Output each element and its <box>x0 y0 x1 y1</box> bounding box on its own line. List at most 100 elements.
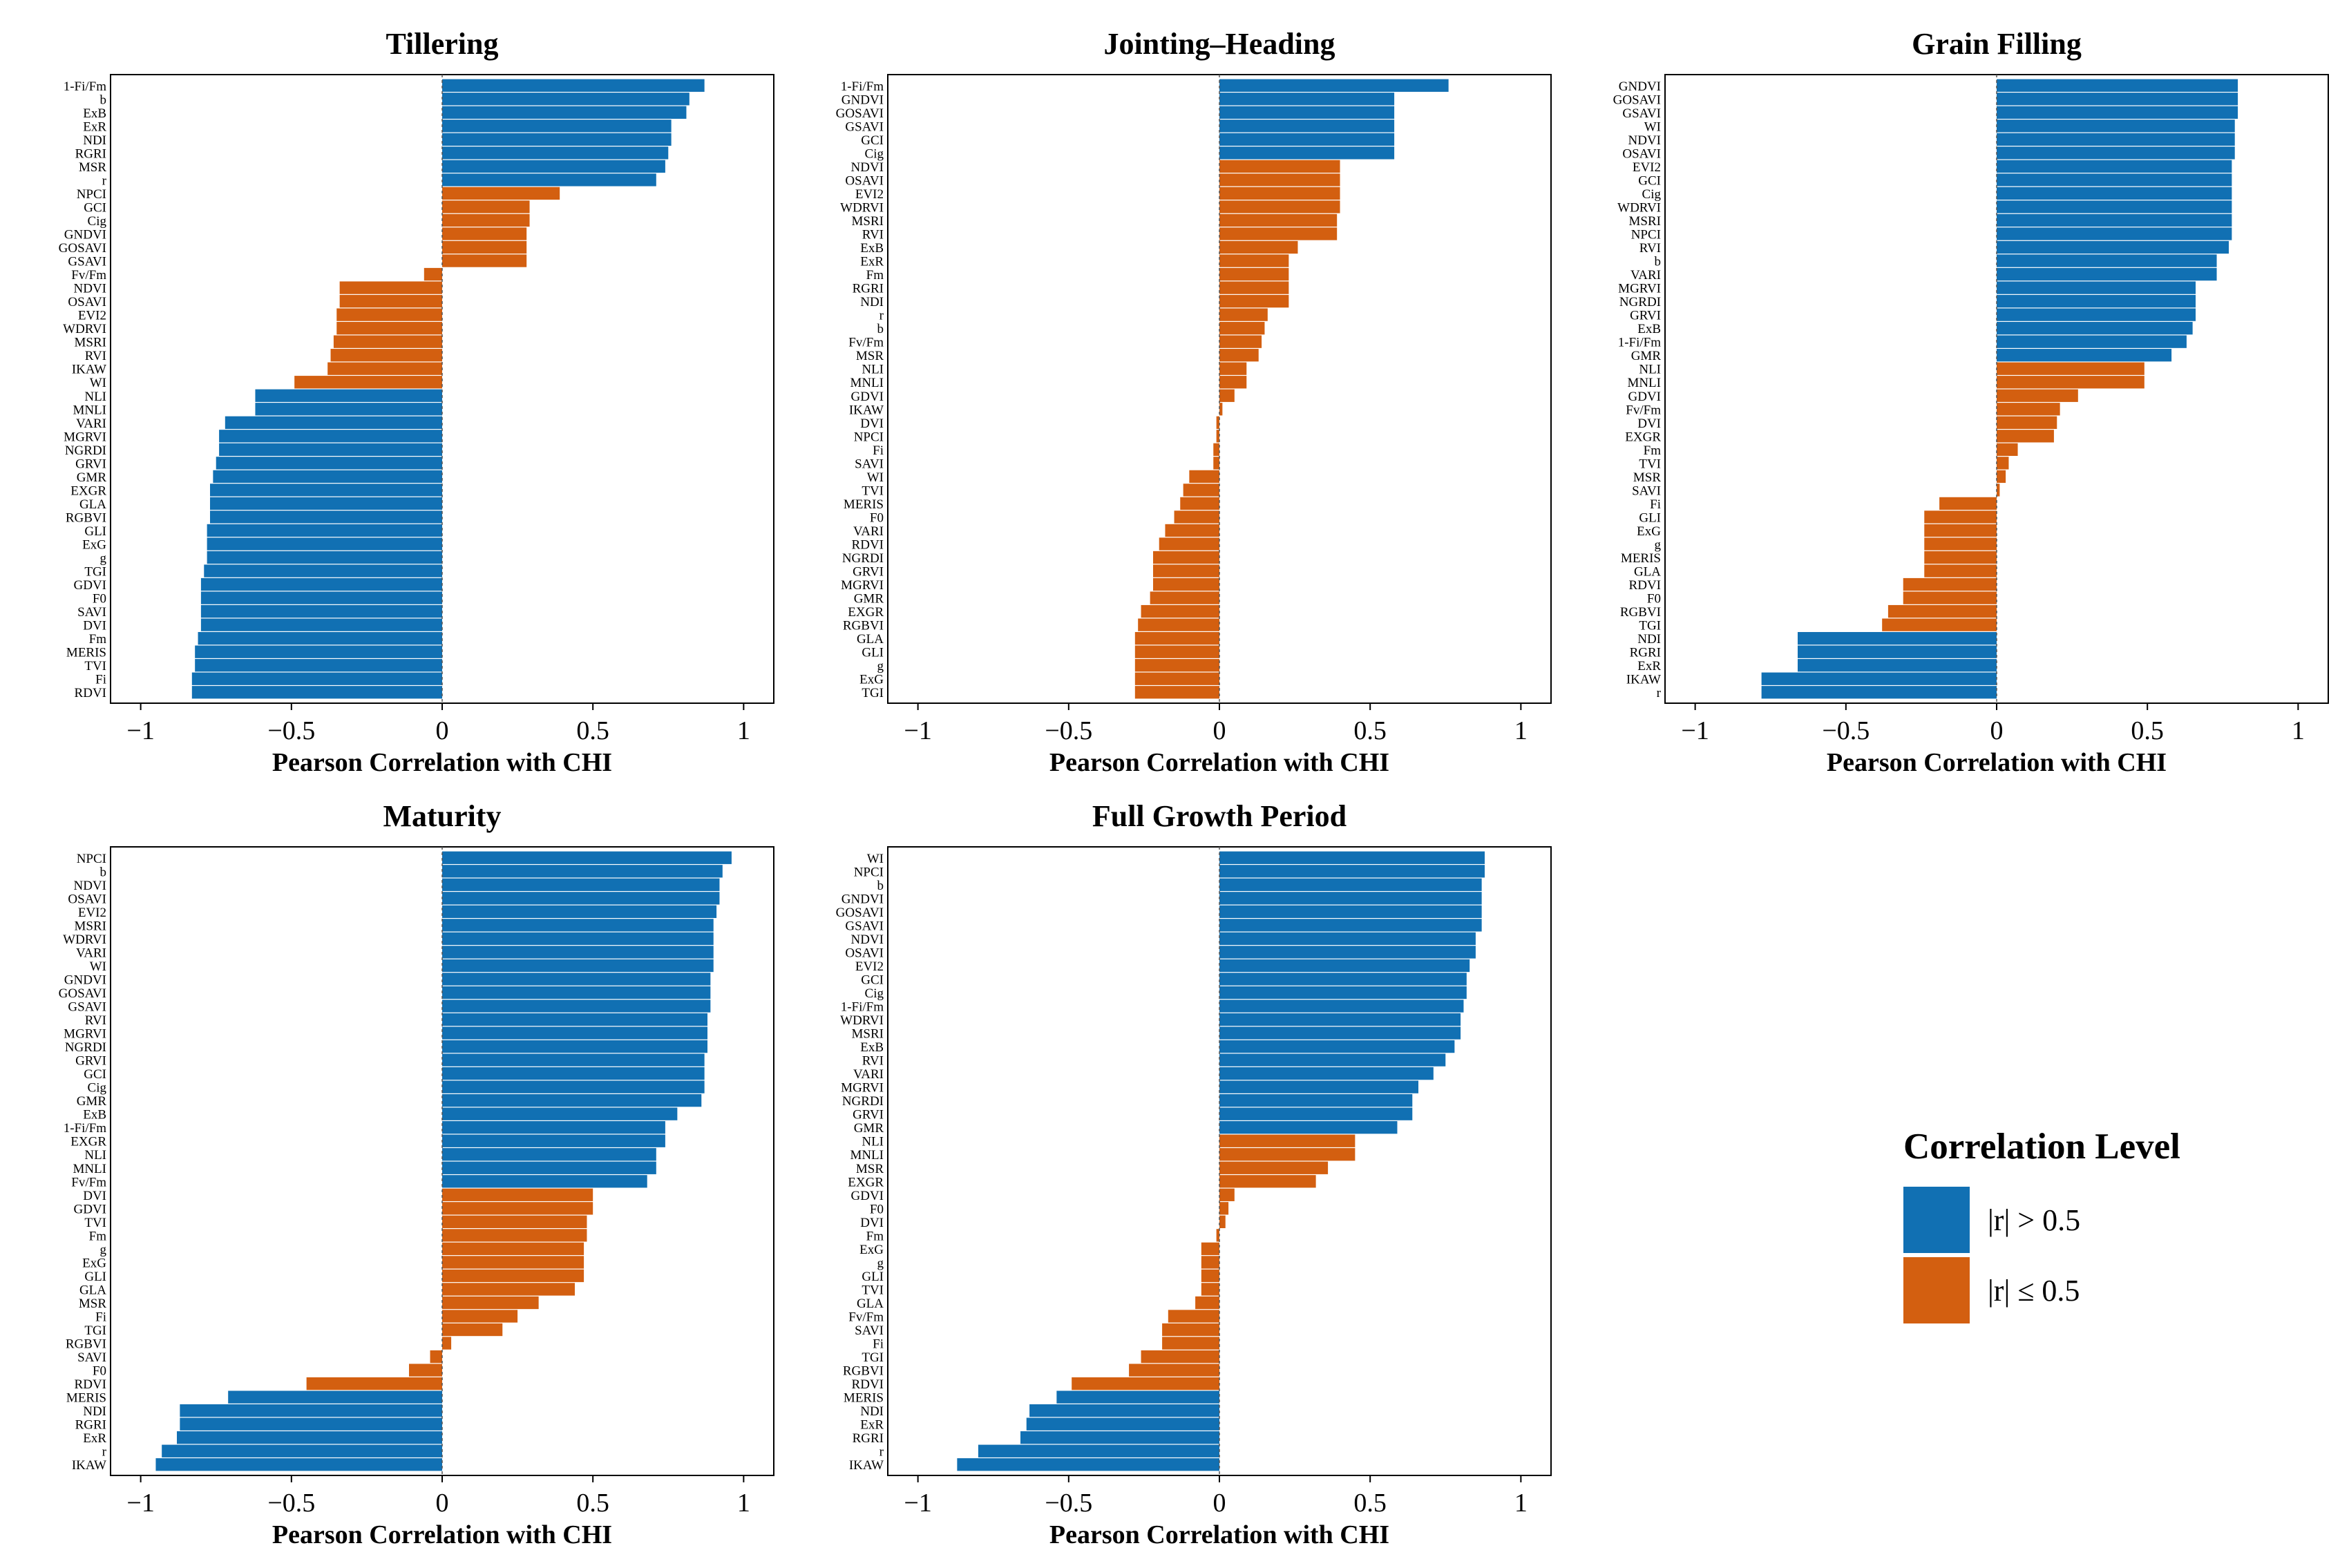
bar <box>1997 430 2054 443</box>
category-label: RGRI <box>75 1418 106 1433</box>
bar <box>1219 1093 1413 1107</box>
category-label: F0 <box>870 1202 884 1216</box>
bar <box>442 1013 707 1026</box>
category-label: GCI <box>861 973 884 987</box>
bar <box>1924 537 1997 551</box>
bar <box>1219 1067 1434 1080</box>
category-label: GLA <box>857 1297 884 1311</box>
category-label: MSRI <box>852 1027 884 1042</box>
category-label: r <box>102 173 107 188</box>
category-label: Fv/Fm <box>71 1175 106 1189</box>
category-label: Fi <box>873 1337 884 1352</box>
category-label: GDVI <box>1628 390 1662 404</box>
category-label: EVI2 <box>855 959 884 974</box>
category-label: EXGR <box>1625 430 1661 444</box>
bar <box>442 119 672 133</box>
category-label: GMR <box>854 1121 884 1136</box>
category-label: ExR <box>83 119 106 134</box>
bar <box>442 187 560 200</box>
category-label: F0 <box>1647 592 1661 606</box>
x-tick-label: 0 <box>1990 716 2004 745</box>
bar <box>442 1053 705 1067</box>
category-label: WI <box>90 959 106 974</box>
category-label: g <box>877 1256 884 1270</box>
bar <box>1924 524 1997 537</box>
category-label: EVI2 <box>855 187 884 202</box>
bar <box>155 1458 443 1471</box>
category-label: GNDVI <box>64 228 106 242</box>
category-label: MERIS <box>844 497 884 512</box>
category-label: GSAVI <box>68 255 106 269</box>
category-label: VARI <box>853 524 884 539</box>
category-label: TVI <box>84 1216 106 1230</box>
bar <box>1174 510 1219 524</box>
category-label: WDRVI <box>63 322 106 336</box>
bar <box>1219 227 1338 240</box>
x-tick-label: 1 <box>1514 1489 1528 1518</box>
category-label: GLI <box>84 524 106 539</box>
bar <box>1153 551 1219 564</box>
category-label: MERIS <box>66 646 106 660</box>
category-label: ExG <box>1637 524 1661 539</box>
category-label: NDVI <box>851 160 884 175</box>
x-tick-label: 0.5 <box>1353 716 1387 745</box>
bar <box>442 1323 503 1337</box>
category-label: WI <box>1644 119 1661 134</box>
category-label: NLI <box>84 390 106 404</box>
bar <box>1997 79 2238 92</box>
bar <box>1219 1013 1461 1026</box>
category-label: Cig <box>865 986 884 1001</box>
x-axis-label: Pearson Correlation with CHI <box>1827 748 2167 777</box>
bar <box>1216 416 1219 429</box>
category-label: IKAW <box>72 1458 106 1473</box>
category-label: WDRVI <box>840 1013 884 1028</box>
bar <box>1219 1080 1418 1093</box>
bar <box>1219 1175 1316 1188</box>
bar <box>1219 905 1482 919</box>
bar <box>442 1067 705 1080</box>
category-label: GDVI <box>74 1202 107 1216</box>
bar <box>442 1337 452 1350</box>
category-label: r <box>102 1445 107 1460</box>
x-tick-label: 1 <box>2292 716 2305 745</box>
category-label: RGRI <box>1630 646 1661 660</box>
bar <box>1997 267 2217 281</box>
x-tick-label: 1 <box>737 1489 750 1518</box>
category-label: EXGR <box>848 605 884 620</box>
bar <box>180 1417 442 1431</box>
bar <box>1219 160 1340 173</box>
bar <box>1219 1134 1356 1147</box>
category-label: DVI <box>860 417 884 431</box>
category-label: GLI <box>84 1270 106 1284</box>
bar <box>1997 376 2144 389</box>
x-tick-label: −1 <box>904 1489 931 1518</box>
bar <box>442 851 732 864</box>
bar <box>1997 416 2057 429</box>
bar <box>442 865 723 878</box>
legend: Correlation Level |r| > 0.5 |r| ≤ 0.5 <box>1903 1126 2194 1326</box>
legend-swatch-high <box>1903 1187 1970 1253</box>
category-label: GCI <box>84 1067 106 1082</box>
category-label: GMR <box>1631 349 1662 363</box>
bar <box>1219 254 1289 267</box>
bar <box>306 1377 442 1390</box>
category-label: WI <box>867 852 884 866</box>
bar <box>1201 1283 1219 1296</box>
category-label: Fv/Fm <box>848 1310 884 1325</box>
bar <box>333 335 442 348</box>
category-label: Fm <box>89 1229 107 1243</box>
category-label: RGRI <box>853 282 884 296</box>
bar <box>1219 213 1338 227</box>
panel-4: Full Growth Period WINPCIbGNDVIGOSAVIGSAV… <box>836 799 1552 1549</box>
category-label: RGBVI <box>66 510 106 525</box>
bar <box>1219 106 1395 119</box>
bar <box>210 484 442 497</box>
bar <box>1882 618 1997 631</box>
category-label: MSRI <box>852 214 884 229</box>
category-label: VARI <box>76 946 106 960</box>
panel-title: Full Growth Period <box>1092 799 1347 833</box>
bar <box>1219 335 1262 348</box>
category-label: TGI <box>862 686 884 700</box>
category-label: RGBVI <box>66 1337 106 1352</box>
category-label: MERIS <box>1621 551 1661 566</box>
